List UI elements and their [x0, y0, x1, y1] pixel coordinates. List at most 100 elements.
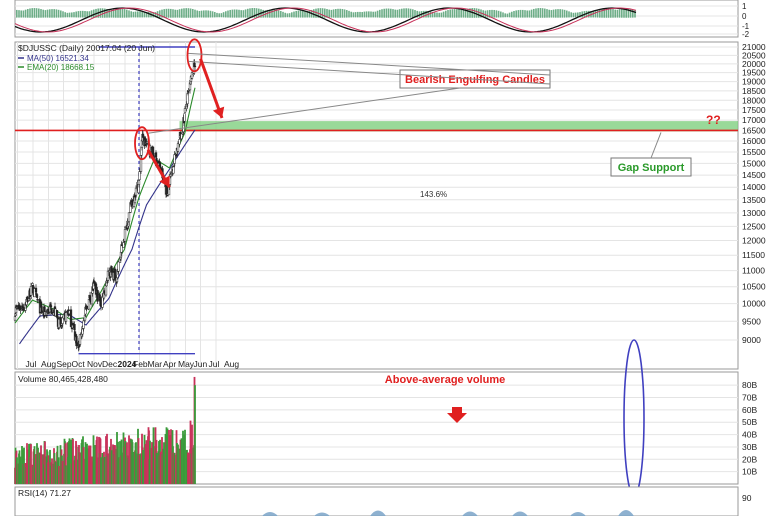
- histogram-bar: [414, 10, 416, 18]
- price-y-tick-label: 12000: [742, 236, 766, 246]
- histogram-bar: [332, 9, 335, 18]
- histogram-bar: [555, 9, 557, 18]
- volume-y-tick-label: 60B: [742, 405, 757, 415]
- annotation-question-marks: ??: [706, 113, 721, 127]
- histogram-bar: [502, 12, 504, 18]
- candle-body: [13, 316, 17, 321]
- volume-y-tick-label: 70B: [742, 393, 757, 403]
- candle-body: [56, 316, 59, 319]
- histogram-bar: [249, 8, 251, 18]
- histogram-bar: [154, 12, 157, 18]
- volume-bar: [177, 444, 179, 484]
- histogram-bar: [445, 10, 447, 18]
- histogram-bar: [563, 9, 566, 18]
- histogram-bar: [550, 10, 553, 18]
- candle-body: [127, 221, 130, 227]
- volume-bar: [16, 457, 18, 484]
- histogram-bar: [530, 9, 533, 18]
- histogram-bar: [115, 8, 117, 18]
- annotation-above-average-volume: Above-average volume: [385, 374, 505, 386]
- x-tick-label: Feb: [133, 359, 148, 369]
- rsi-overbought-area: [618, 510, 634, 516]
- price-y-tick-label: 19500: [742, 68, 766, 78]
- volume-bar: [180, 438, 183, 484]
- oscillator-signal-line: [14, 7, 637, 33]
- histogram-bar: [544, 8, 546, 18]
- x-tick-label: Oct: [72, 359, 86, 369]
- volume-bar: [33, 446, 36, 484]
- histogram-bar: [227, 10, 229, 18]
- histogram-bar: [330, 9, 333, 18]
- legend-label: MA(50) 16521.34: [27, 54, 89, 63]
- price-y-tick-label: 21000: [742, 42, 766, 52]
- histogram-bar: [185, 8, 187, 18]
- histogram-bar: [387, 8, 390, 18]
- volume-y-tick-label: 20B: [742, 454, 757, 464]
- histogram-bar: [121, 8, 124, 18]
- candle-body: [186, 91, 190, 93]
- histogram-bar: [255, 8, 258, 18]
- candle-body: [183, 108, 187, 113]
- histogram-bar: [178, 9, 181, 18]
- annotation-pointer: [650, 132, 662, 159]
- volume-bar: [64, 443, 67, 484]
- histogram-bar: [515, 10, 517, 18]
- histogram-bar: [537, 8, 539, 18]
- histogram-bar: [251, 8, 253, 18]
- price-y-tick-label: 13000: [742, 208, 766, 218]
- histogram-bar: [35, 8, 38, 18]
- rsi-overbought-area: [570, 512, 586, 516]
- histogram-bar: [258, 8, 260, 18]
- histogram-bar: [205, 10, 207, 18]
- volume-bar: [191, 424, 193, 484]
- histogram-bar: [348, 10, 350, 18]
- candle-body: [92, 280, 96, 284]
- histogram-bar: [33, 8, 36, 18]
- candle-body: [73, 324, 76, 331]
- histogram-bar: [236, 9, 238, 18]
- volume-bar: [124, 441, 127, 484]
- x-tick-label: Dec: [102, 359, 118, 369]
- price-y-tick-label: 18500: [742, 86, 766, 96]
- candle-body: [178, 139, 181, 145]
- histogram-bar: [625, 8, 627, 18]
- x-tick-label: Apr: [163, 359, 176, 369]
- histogram-bar: [519, 9, 522, 18]
- x-tick-label: Jul: [209, 359, 220, 369]
- histogram-bar: [423, 10, 425, 18]
- volume-bar: [58, 465, 60, 484]
- histogram-bar: [357, 11, 359, 18]
- volume-bar: [149, 440, 151, 484]
- histogram-bar: [623, 8, 625, 18]
- volume-bar: [128, 435, 130, 484]
- histogram-bar: [284, 12, 286, 18]
- histogram-bar: [304, 10, 306, 18]
- histogram-bar: [376, 10, 379, 18]
- histogram-bar: [352, 12, 355, 18]
- histogram-bar: [440, 12, 443, 18]
- projection-arrow-head: [212, 106, 225, 119]
- price-y-tick-label: 20000: [742, 59, 766, 69]
- volume-bar: [86, 443, 88, 484]
- histogram-bar: [101, 8, 104, 18]
- candle-body: [29, 296, 32, 300]
- histogram-bar: [416, 10, 418, 18]
- rsi-overbought-area: [462, 511, 478, 516]
- histogram-bar: [442, 11, 445, 18]
- volume-bar: [142, 450, 144, 484]
- histogram-bar: [425, 10, 427, 18]
- x-tick-label: Nov: [87, 359, 103, 369]
- volume-bar: [54, 461, 57, 484]
- x-tick-label: 2024: [118, 359, 137, 369]
- histogram-bar: [383, 8, 385, 18]
- histogram-bar: [374, 11, 377, 18]
- histogram-bar: [295, 10, 297, 18]
- histogram-bar: [275, 9, 278, 18]
- histogram-bar: [181, 8, 183, 18]
- histogram-bar: [38, 8, 40, 18]
- candle-body: [193, 65, 197, 68]
- histogram-bar: [93, 9, 95, 18]
- histogram-bar: [559, 9, 561, 18]
- volume-bar: [184, 429, 186, 484]
- candle-body: [187, 90, 190, 92]
